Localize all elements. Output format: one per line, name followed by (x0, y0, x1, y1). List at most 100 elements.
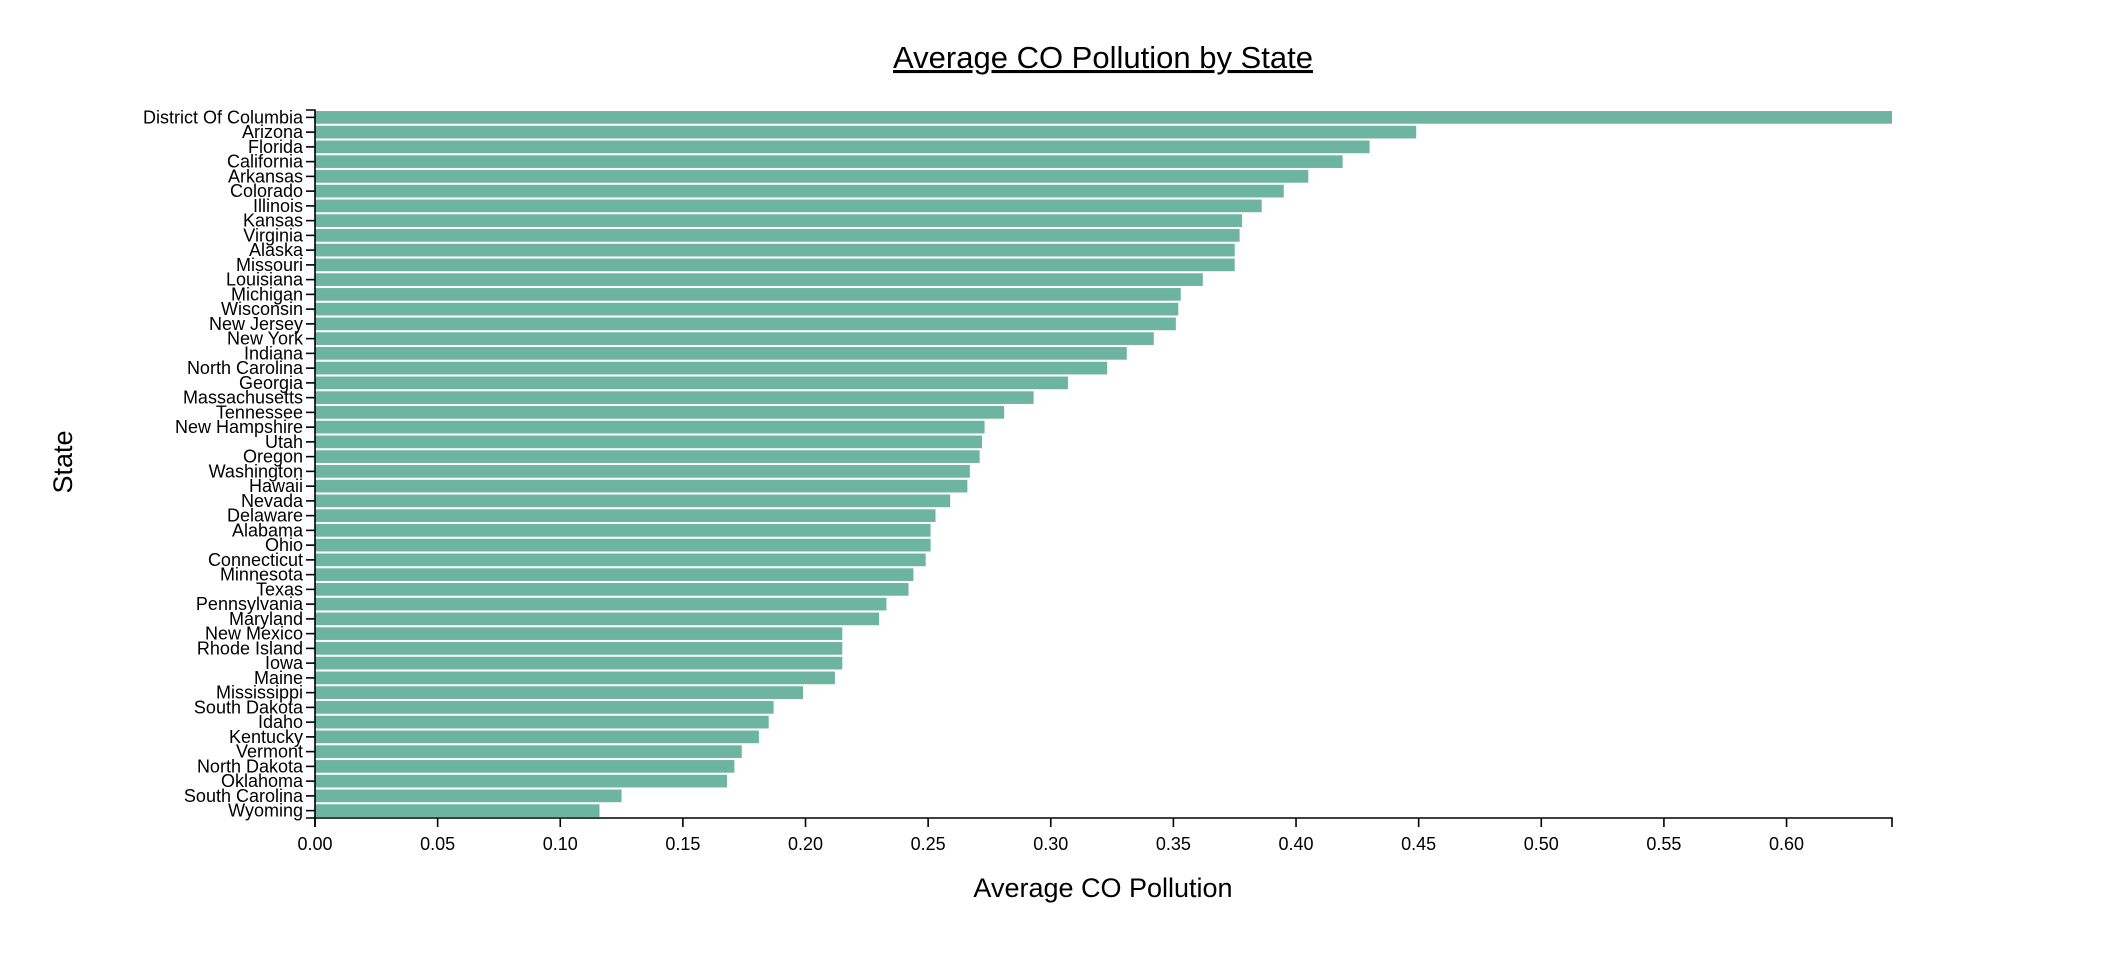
bar-4 (315, 170, 1309, 183)
bar-42 (315, 730, 759, 744)
y-tick-label: Texas (256, 579, 303, 599)
bar-32 (315, 583, 909, 596)
y-tick-label: California (227, 152, 304, 172)
y-tick-label: Pennsylvania (196, 594, 304, 614)
x-axis: 0.00 0.05 0.10 0.15 0.20 0.25 0.30 0.35 0.40 0.45… (297, 817, 1893, 854)
y-tick-label: Kansas (243, 211, 303, 231)
y-tick-label: Rhode Island (197, 638, 303, 658)
y-tick-label: Illinois (253, 196, 303, 216)
y-tick-label: Indiana (244, 343, 304, 363)
y-tick-label: Delaware (227, 506, 303, 526)
x-tick-label: 0.00 (297, 834, 332, 854)
bar-18 (315, 376, 1068, 390)
bar-22 (315, 435, 983, 449)
y-tick-label: Georgia (239, 373, 304, 393)
bar-5 (315, 184, 1284, 198)
bar-41 (315, 715, 769, 729)
y-tick-label: Mississippi (216, 683, 303, 703)
bar-14 (315, 317, 1176, 331)
bar-39 (315, 686, 804, 699)
bar-44 (315, 760, 735, 773)
y-tick-label: Oklahoma (221, 771, 304, 791)
bar-0 (315, 111, 1892, 124)
y-tick-label: Massachusetts (183, 388, 303, 408)
x-tick-label: 0.40 (1279, 834, 1314, 854)
y-tick-label: Tennessee (216, 402, 303, 422)
bar-11 (315, 273, 1203, 286)
y-tick-label: Washington (209, 461, 303, 481)
bar-31 (315, 568, 914, 581)
x-tick-label: 0.05 (420, 834, 455, 854)
y-tick-label: South Carolina (184, 786, 304, 806)
y-tick-label: Iowa (265, 653, 304, 673)
bar-15 (315, 332, 1154, 345)
bar-12 (315, 288, 1181, 301)
bar-25 (315, 479, 968, 493)
y-tick-label: Kentucky (229, 727, 303, 747)
y-tick-label: Arkansas (228, 166, 303, 186)
bar-1 (315, 125, 1417, 139)
y-tick-label: Nevada (241, 491, 304, 511)
y-tick-label: New York (227, 329, 304, 349)
y-tick-label: Michigan (231, 284, 303, 304)
x-tick-label: 0.15 (665, 834, 700, 854)
y-tick-label: Oregon (243, 447, 303, 467)
x-axis-line (314, 817, 1893, 827)
y-tick-label: Alabama (232, 520, 304, 540)
y-tick-label: Colorado (230, 181, 303, 201)
bar-36 (315, 642, 843, 655)
x-tick-label: 0.10 (543, 834, 578, 854)
y-tick-label: Virginia (243, 225, 304, 245)
y-axis: District Of ColumbiaArizonaFloridaCalifo… (143, 107, 316, 821)
bar-21 (315, 420, 985, 434)
y-tick-label: Hawaii (249, 476, 303, 496)
bar-10 (315, 258, 1235, 272)
y-tick-label: District Of Columbia (143, 107, 304, 127)
bar-23 (315, 450, 980, 463)
x-tick-label: 0.55 (1646, 834, 1681, 854)
bar-40 (315, 701, 774, 714)
x-tick-label: 0.25 (911, 834, 946, 854)
bar-9 (315, 243, 1235, 257)
y-tick-label: Connecticut (208, 550, 303, 570)
bar-27 (315, 509, 936, 522)
y-tick-label: Vermont (236, 742, 303, 762)
y-tick-label: New Jersey (209, 314, 303, 334)
bar-30 (315, 553, 926, 567)
bar-38 (315, 671, 835, 685)
bar-28 (315, 524, 931, 537)
y-tick-label: Wisconsin (221, 299, 303, 319)
x-axis-label: Average CO Pollution (973, 873, 1232, 903)
bar-46 (315, 789, 622, 803)
y-tick-label: North Carolina (187, 358, 304, 378)
bar-8 (315, 229, 1240, 242)
bar-3 (315, 155, 1343, 168)
y-tick-label: New Mexico (205, 624, 303, 644)
bar-24 (315, 465, 970, 478)
y-tick-label: Alaska (249, 240, 304, 260)
y-tick-label: Minnesota (220, 565, 304, 585)
y-tick-label: Louisiana (226, 270, 304, 290)
y-tick-label: Ohio (265, 535, 303, 555)
bar-37 (315, 656, 843, 670)
bar-19 (315, 391, 1034, 404)
bar-47 (315, 804, 600, 817)
y-tick-label: Maryland (229, 609, 303, 629)
bar-17 (315, 361, 1108, 375)
y-axis-line (306, 109, 316, 819)
bars-group (315, 111, 1892, 817)
y-tick-label: Missouri (236, 255, 303, 275)
bar-13 (315, 302, 1179, 316)
y-tick-label: Florida (248, 137, 304, 157)
x-tick-label: 0.60 (1769, 834, 1804, 854)
x-tick-label: 0.45 (1401, 834, 1436, 854)
bar-7 (315, 214, 1243, 227)
bar-26 (315, 494, 951, 508)
y-axis-label: State (48, 430, 78, 493)
bar-16 (315, 347, 1127, 360)
bar-43 (315, 745, 742, 758)
y-tick-label: Wyoming (228, 801, 303, 821)
bar-34 (315, 612, 880, 626)
bar-2 (315, 140, 1370, 154)
